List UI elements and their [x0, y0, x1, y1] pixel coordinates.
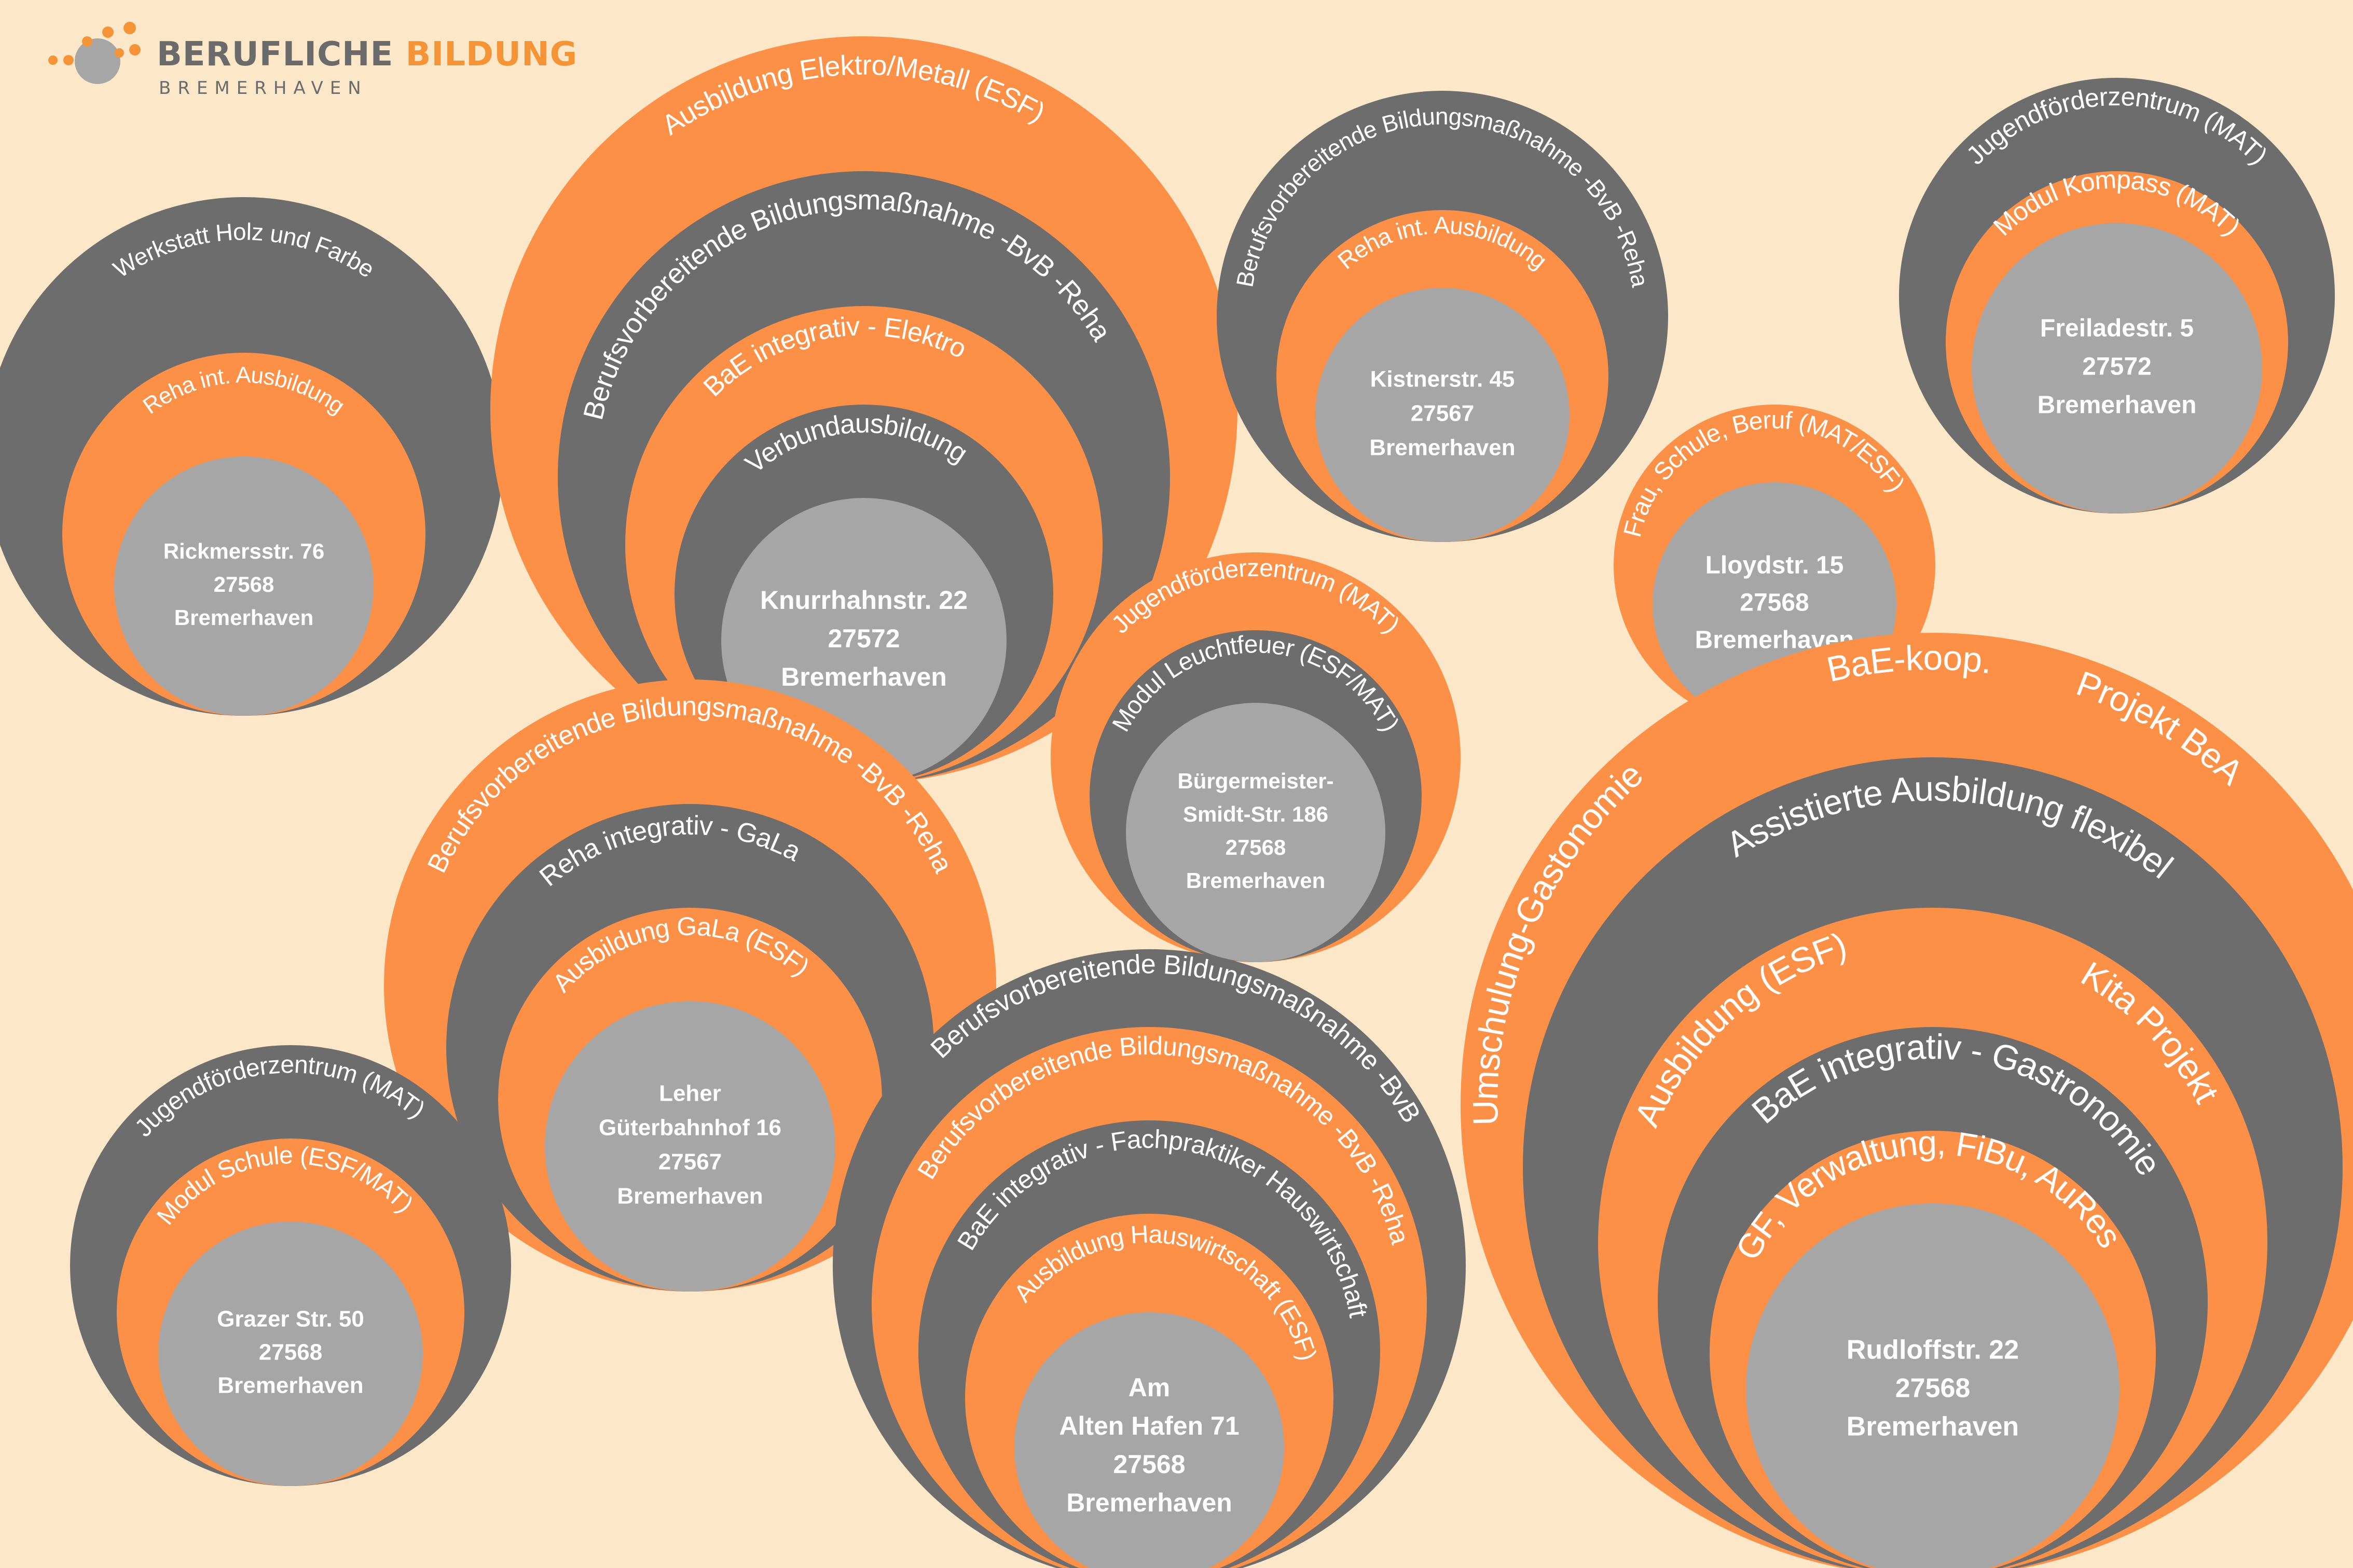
address-line: Bürgermeister- — [1177, 769, 1333, 793]
address-line: 27572 — [828, 624, 900, 653]
address-line: Kistnerstr. 45 — [1370, 367, 1515, 392]
address-core — [1315, 288, 1570, 542]
address-line: Bremerhaven — [2038, 392, 2197, 419]
address-core — [1126, 703, 1385, 962]
address-line: Smidt-Str. 186 — [1183, 802, 1328, 826]
address-line: Bremerhaven — [1847, 1412, 2019, 1442]
address-line: 27567 — [1411, 401, 1474, 426]
logo-subtitle: BREMERHAVEN — [159, 78, 368, 99]
address-line: Grazer Str. 50 — [217, 1307, 364, 1332]
address-line: 27568 — [214, 572, 274, 596]
address-line: Leher — [659, 1081, 721, 1106]
site-freiladestr: Jugendförderzentrum (MAT)Modul Kompass (… — [1899, 78, 2335, 514]
address-line: Bremerhaven — [1066, 1488, 1232, 1517]
site-grazer-str: Jugendförderzentrum (MAT)Modul Schule (E… — [70, 1045, 511, 1486]
logo: BERUFLICHE BILDUNG BREMERHAVEN — [42, 21, 577, 104]
site-buergermeister-smidt-str: Jugendförderzentrum (MAT)Modul Leuchtfeu… — [1051, 552, 1461, 962]
address-line: Bremerhaven — [781, 662, 947, 691]
address-line: Güterbahnhof 16 — [599, 1115, 781, 1141]
address-line: Bremerhaven — [174, 605, 313, 630]
address-line: Bremerhaven — [617, 1184, 763, 1209]
address-line: 27568 — [1226, 835, 1286, 859]
site-leher-gueterbahnhof: Berufsvorbereitende Bildungsmaßnahme -Bv… — [384, 679, 996, 1292]
site-kistnerstr: Berufsvorbereitende Bildungsmaßnahme -Bv… — [1217, 91, 1668, 542]
address-line: Bremerhaven — [1186, 868, 1325, 893]
address-line: 27568 — [1113, 1450, 1185, 1479]
address-core — [114, 456, 374, 716]
address-core — [545, 1001, 835, 1292]
site-am-alten-hafen: Berufsvorbereitende Bildungsmaßnahme -Bv… — [833, 949, 1466, 1568]
logo-word-2: BILDUNG — [405, 35, 578, 74]
address-line: 27568 — [1895, 1373, 1971, 1404]
address-line: Bremerhaven — [1369, 435, 1515, 461]
address-line: Alten Hafen 71 — [1059, 1411, 1239, 1440]
orange-dots-logo-icon — [48, 22, 141, 84]
site-knurrhahnstr: Ausbildung Elektro/Metall (ESF)Berufsvor… — [490, 36, 1237, 783]
address-line: Knurrhahnstr. 22 — [760, 586, 968, 615]
logo-title: BERUFLICHE BILDUNG — [157, 35, 577, 74]
address-line: Lloydstr. 15 — [1705, 552, 1844, 579]
address-core — [1014, 1312, 1284, 1568]
logo-word-1: BERUFLICHE — [157, 35, 394, 74]
address-core — [1746, 1203, 2120, 1568]
address-core — [1972, 223, 2262, 514]
address-line: 27568 — [259, 1340, 322, 1365]
address-line: 27567 — [658, 1149, 722, 1175]
address-core — [158, 1222, 423, 1486]
address-line: 27568 — [1740, 589, 1809, 617]
address-line: Freiladestr. 5 — [2040, 315, 2194, 342]
address-line: Bremerhaven — [217, 1373, 363, 1398]
address-line: Rudloffstr. 22 — [1847, 1335, 2019, 1365]
address-line: Am — [1129, 1373, 1171, 1402]
address-line: Rickmersstr. 76 — [163, 539, 325, 563]
address-line: 27572 — [2082, 353, 2151, 381]
